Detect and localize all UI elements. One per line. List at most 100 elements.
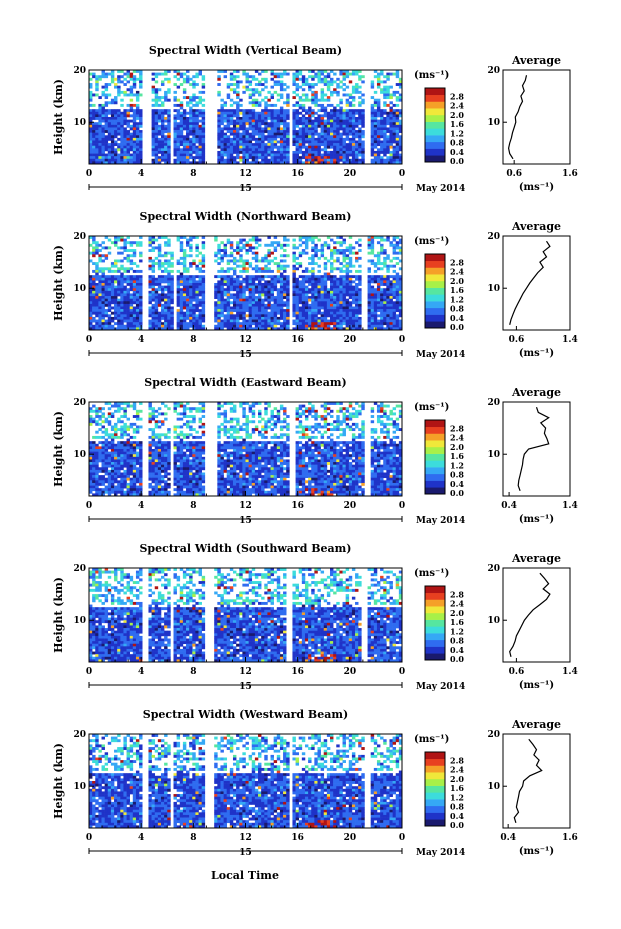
- heatmap-cell: [117, 251, 121, 255]
- heatmap-cell: [336, 285, 340, 289]
- heatmap-cell: [351, 145, 356, 149]
- heatmap-cell: [386, 254, 390, 258]
- heatmap-cell: [164, 158, 168, 162]
- heatmap-cell: [298, 283, 303, 286]
- heatmap-cell: [189, 306, 193, 310]
- heatmap-cell: [330, 301, 334, 305]
- heatmap-cell: [361, 122, 365, 126]
- heatmap-cell: [395, 243, 400, 247]
- heatmap-cell: [95, 83, 99, 86]
- heatmap-cell: [386, 119, 390, 123]
- heatmap-cell: [104, 85, 109, 89]
- heatmap-cell: [283, 238, 287, 242]
- heatmap-cell: [292, 77, 296, 81]
- heatmap-cell: [232, 288, 237, 292]
- heatmap-cell: [273, 145, 278, 149]
- heatmap-cell: [98, 127, 102, 131]
- heatmap-cell: [98, 122, 102, 126]
- heatmap-cell: [295, 290, 300, 294]
- heatmap-cell: [110, 285, 115, 289]
- heatmap-cell: [120, 290, 124, 294]
- heatmap-cell: [186, 269, 190, 273]
- heatmap-cell: [220, 148, 224, 152]
- heatmap-cell: [89, 441, 93, 445]
- heatmap-cell: [330, 117, 334, 120]
- heatmap-cell: [386, 156, 390, 160]
- heatmap-cell: [273, 137, 278, 141]
- heatmap-cell: [148, 298, 152, 302]
- heatmap-cell: [198, 327, 202, 331]
- heatmap-cell: [189, 145, 193, 149]
- heatmap-cell: [214, 309, 218, 313]
- heatmap-cell: [358, 109, 362, 113]
- heatmap-cell: [186, 316, 190, 320]
- heatmap-cell: [126, 293, 130, 297]
- heatmap-cell: [151, 150, 156, 154]
- heatmap-cell: [301, 301, 306, 305]
- heatmap-cell: [254, 283, 259, 286]
- heatmap-cell: [258, 283, 262, 286]
- heatmap-cell: [304, 251, 309, 255]
- heatmap-cell: [348, 111, 353, 115]
- heatmap-cell: [239, 254, 243, 258]
- heatmap-cell: [398, 309, 403, 313]
- heatmap-cell: [129, 283, 134, 286]
- heatmap-cell: [201, 145, 206, 149]
- heatmap-cell: [389, 72, 393, 76]
- heatmap-cell: [189, 111, 193, 115]
- heatmap-cell: [117, 70, 121, 73]
- heatmap-cell: [154, 148, 159, 152]
- heatmap-cell: [95, 446, 99, 450]
- heatmap-cell: [333, 314, 337, 318]
- heatmap-cell: [186, 75, 190, 79]
- heatmap-cell: [164, 127, 168, 131]
- heatmap-cell: [264, 130, 268, 133]
- heatmap-cell: [336, 93, 340, 97]
- heatmap-cell: [176, 259, 181, 263]
- heatmap-cell: [355, 285, 359, 289]
- heatmap-cell: [345, 303, 350, 307]
- heatmap-cell: [160, 277, 165, 281]
- heatmap-cell: [92, 446, 96, 450]
- heatmap-cell: [308, 290, 312, 294]
- heatmap-cell: [273, 158, 278, 162]
- heatmap-cell: [376, 85, 381, 89]
- heatmap-cell: [182, 72, 187, 76]
- heatmap-cell: [226, 306, 231, 310]
- heatmap-cell: [301, 80, 306, 84]
- heatmap-cell: [189, 143, 193, 147]
- heatmap-cell: [345, 150, 350, 154]
- heatmap-cell: [258, 156, 262, 160]
- heatmap-cell: [370, 127, 375, 131]
- heatmap-cell: [110, 298, 115, 302]
- heatmap-cell: [320, 327, 325, 331]
- heatmap-cell: [248, 122, 253, 126]
- heatmap-cell: [295, 319, 300, 323]
- heatmap-cell: [117, 148, 121, 152]
- heatmap-cell: [182, 285, 187, 289]
- heatmap-cell: [292, 272, 296, 276]
- heatmap-cell: [192, 296, 196, 299]
- heatmap-cell: [320, 156, 325, 160]
- heatmap-cell: [198, 322, 202, 326]
- heatmap-cell: [214, 254, 218, 258]
- heatmap-cell: [114, 277, 118, 281]
- heatmap-cell: [311, 293, 315, 297]
- heatmap-cell: [380, 161, 384, 165]
- heatmap-cell: [89, 314, 93, 318]
- heatmap-cell: [298, 290, 303, 294]
- heatmap-cell: [317, 119, 321, 123]
- heatmap-cell: [270, 288, 274, 292]
- heatmap-cell: [198, 161, 202, 165]
- heatmap-cell: [398, 314, 403, 318]
- heatmap-cell: [392, 236, 397, 239]
- heatmap-cell: [170, 280, 174, 284]
- heatmap-cell: [286, 72, 290, 76]
- heatmap-cell: [92, 475, 96, 479]
- heatmap-cell: [392, 327, 397, 331]
- heatmap-cell: [389, 311, 393, 315]
- heatmap-cell: [339, 324, 343, 328]
- heatmap-cell: [264, 275, 268, 279]
- heatmap-cell: [229, 316, 234, 320]
- heatmap-cell: [160, 309, 165, 313]
